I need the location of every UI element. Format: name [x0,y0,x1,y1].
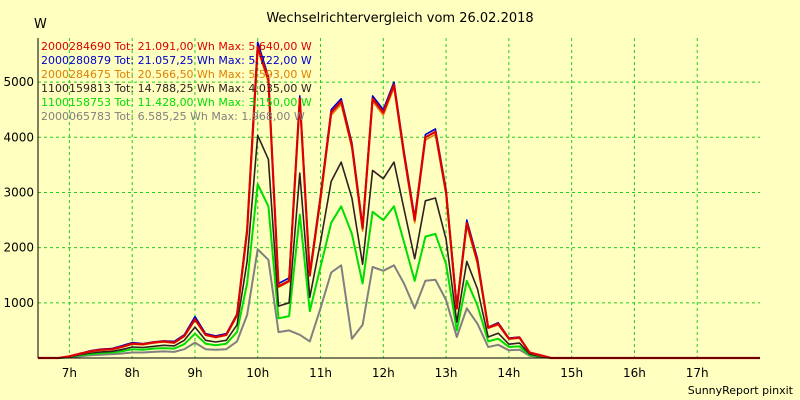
legend-entry-5: 1100158753 Tot: 11.428,00 Wh Max: 3.150,… [41,96,312,109]
plot-area [38,38,760,358]
legend-entry-1: 2000284690 Tot: 21.091,00 Wh Max: 5.640,… [41,40,312,53]
legend-entry-3: 2000284675 Tot: 20.566,50 Wh Max: 5.593,… [41,68,312,81]
y-tick-label: 4000 [3,130,34,144]
chart-title: Wechselrichtervergleich vom 26.02.2018 [266,11,533,26]
x-tick-label: 10h [246,366,269,380]
x-tick-label: 17h [686,366,709,380]
legend-entry-6: 2000065783 Tot: 6.585,25 Wh Max: 1.968,0… [41,110,305,123]
x-tick-label: 7h [62,366,77,380]
y-tick-label: 2000 [3,241,34,255]
x-tick-label: 11h [309,366,332,380]
x-tick-label: 16h [623,366,646,380]
x-tick-label: 8h [125,366,140,380]
x-tick-label: 9h [187,366,202,380]
x-tick-label: 15h [560,366,583,380]
y-tick-label: 1000 [3,296,34,310]
y-tick-label: 5000 [3,75,34,89]
legend-entry-4: 1100159813 Tot: 14.788,25 Wh Max: 4.035,… [41,82,312,95]
x-tick-label: 13h [435,366,458,380]
y-axis-unit-label: W [34,17,47,32]
y-tick-label: 3000 [3,185,34,199]
x-tick-label: 12h [372,366,395,380]
x-tick-label: 14h [497,366,520,380]
legend-entry-2: 2000280879 Tot: 21.057,25 Wh Max: 5.722,… [41,54,312,67]
footer-credit: SunnyReport pinxit [688,384,794,397]
